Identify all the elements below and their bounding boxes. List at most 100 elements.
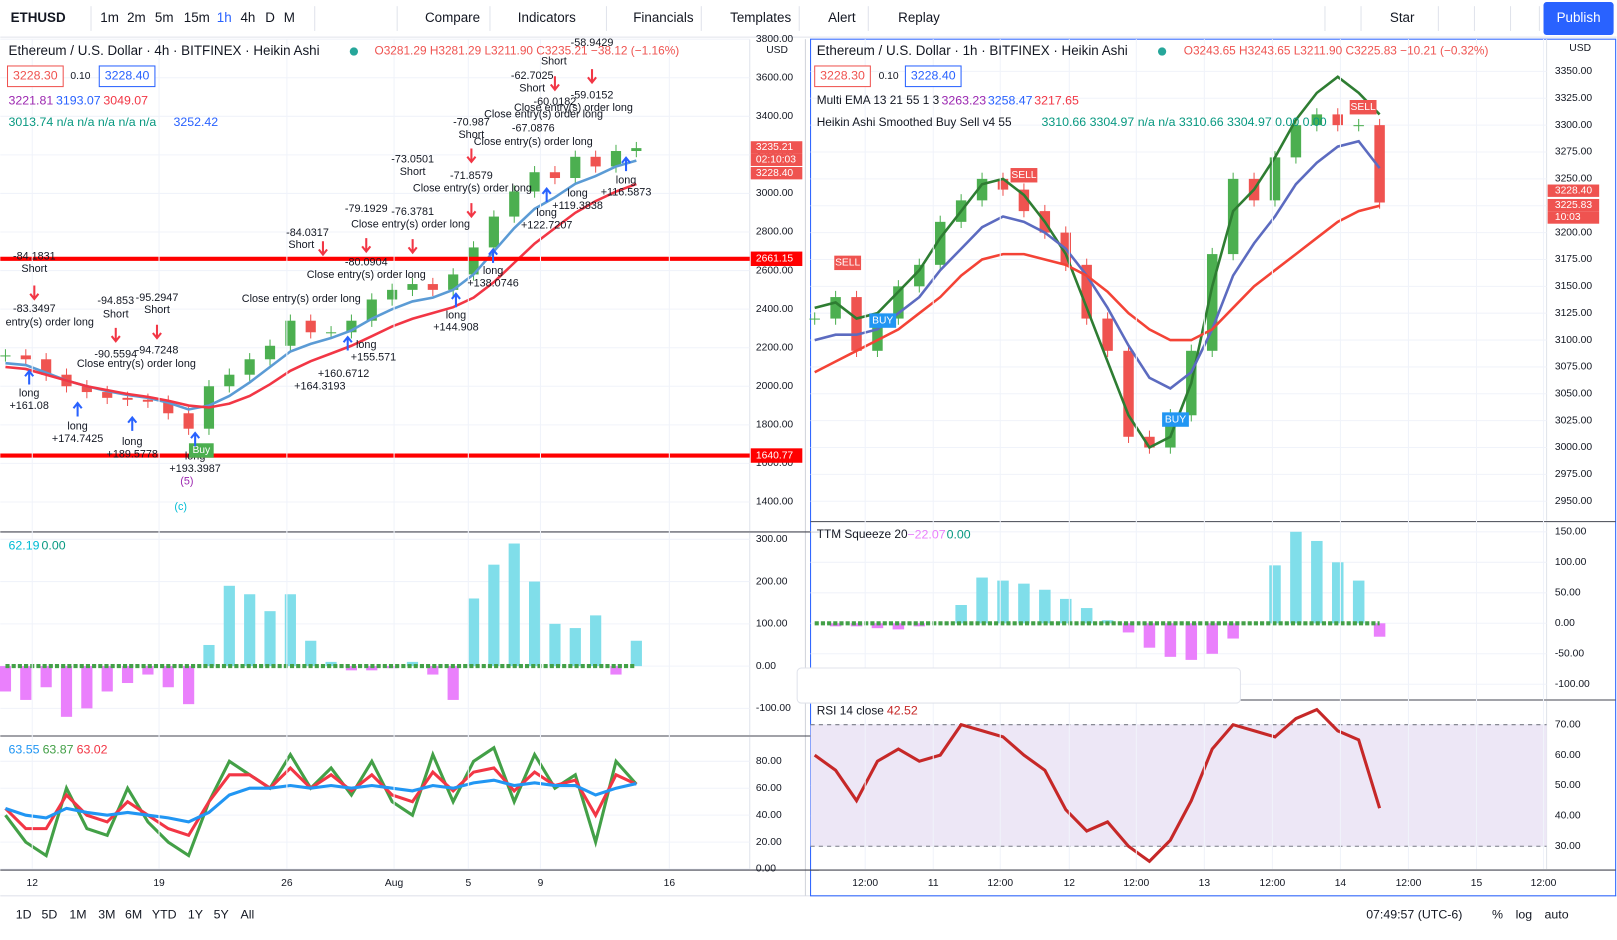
trade-annotation: -95.2947 [136, 292, 179, 304]
range-button[interactable]: All [240, 908, 254, 922]
trade-annotation: -84.0317 [286, 227, 329, 239]
toolbar-button[interactable]: Indicators [518, 10, 576, 25]
histogram-bar [1039, 589, 1051, 624]
signal-box [188, 443, 214, 458]
y-tick-label: 3325.00 [1555, 93, 1592, 104]
toolbar-button[interactable]: Alert [828, 10, 856, 25]
histogram-bar [203, 644, 215, 667]
candle [285, 320, 296, 346]
toolbar-button[interactable]: Replay [898, 10, 940, 25]
histogram-bar [610, 666, 622, 675]
interval[interactable]: 1m [100, 10, 119, 25]
histogram-bar [1018, 583, 1030, 624]
x-tick-label: 12 [1064, 878, 1076, 889]
interval[interactable]: 5m [155, 10, 174, 25]
candle [264, 345, 276, 360]
candle [1144, 436, 1155, 448]
toolbar-button[interactable]: Compare [425, 10, 480, 25]
short-arrow [407, 239, 418, 255]
histogram-bar [528, 581, 541, 667]
ask-box [98, 65, 156, 88]
publish-button[interactable] [1543, 2, 1614, 36]
trade-annotation: Close entry(s) order long [413, 183, 532, 195]
interval[interactable]: 2m [127, 10, 146, 25]
trade-annotation: Short [288, 239, 314, 251]
histogram-bar [630, 640, 642, 667]
trade-annotation: -59.0152 [571, 90, 614, 102]
ohlc: O3243.65 H3243.65 L3211.90 C3225.83 −10.… [1184, 44, 1489, 58]
price-badge [750, 167, 803, 180]
indicator-line [4, 765, 637, 838]
histogram-bar [60, 666, 73, 717]
range-button[interactable]: 3M [98, 908, 115, 922]
indicator-line [4, 778, 637, 824]
range-button[interactable]: YTD [152, 908, 177, 922]
toolbar-button[interactable]: Financials [633, 10, 694, 25]
drawing-toolbar[interactable] [796, 667, 1241, 704]
trade-annotation: -79.1929 [345, 203, 388, 215]
histogram-bar [366, 666, 378, 671]
candle [1102, 318, 1113, 351]
y-tick-label: 3275.00 [1555, 147, 1592, 158]
x-tick-label: 12 [27, 878, 39, 889]
ohlc: O3281.29 H3281.29 L3211.90 C3235.21 −38.… [375, 44, 680, 58]
publish-label[interactable]: Publish [1557, 10, 1601, 25]
trade-annotation: -58.9429 [571, 37, 614, 49]
x-tick-label: 15 [1471, 878, 1483, 889]
histogram-bar [871, 623, 884, 629]
histogram-bar [121, 666, 134, 684]
trade-annotation: -71.8579 [450, 170, 493, 182]
candle [0, 355, 11, 357]
range-button[interactable]: 1Y [188, 908, 203, 922]
y-tick-label: 3800.00 [756, 34, 793, 45]
signal-label: Buy [192, 445, 211, 456]
interval[interactable]: 1h [217, 10, 232, 25]
trade-annotation: Short [519, 83, 545, 95]
trade-annotation: long [536, 207, 556, 219]
y-tick-label: 1800.00 [756, 420, 793, 431]
candle [20, 355, 31, 360]
trade-annotation: -67.0876 [512, 123, 555, 135]
price-badge [1547, 198, 1600, 212]
histogram-bar [223, 585, 235, 667]
signal-label: SELL [835, 258, 860, 269]
long-arrow [451, 292, 461, 308]
y-tick-label: 70.00 [1555, 719, 1581, 730]
price-badge-label: 3225.83 [1555, 200, 1592, 211]
candle [1206, 254, 1218, 351]
trade-annotation: long [616, 174, 636, 186]
y-tick-label: 150.00 [1555, 527, 1587, 538]
auto-toggle[interactable]: auto [1545, 908, 1569, 922]
legend-value: 3221.81 [9, 93, 54, 107]
trade-annotation: +189.5778 [107, 448, 158, 460]
x-tick-label: 12:00 [852, 878, 878, 889]
star-button[interactable]: Star [1390, 10, 1415, 25]
percent-toggle[interactable]: % [1492, 908, 1503, 922]
y-tick-label: 3000.00 [756, 188, 793, 199]
candle [914, 264, 925, 287]
candle [610, 151, 622, 167]
histogram-bar [1206, 623, 1218, 654]
toolbar-button[interactable]: Templates [730, 10, 791, 25]
range-button[interactable]: 5D [42, 908, 58, 922]
range-button[interactable]: 5Y [214, 908, 229, 922]
y-tick-label: -50.00 [1555, 649, 1584, 660]
long-arrow [24, 369, 35, 385]
ask: 3228.40 [105, 69, 150, 83]
log-toggle[interactable]: log [1516, 908, 1533, 922]
interval[interactable]: M [284, 10, 295, 25]
y-tick-label: 0.00 [1555, 618, 1575, 629]
range-button[interactable]: 1M [69, 908, 86, 922]
price-badge [750, 251, 803, 266]
y-tick-label: 2200.00 [756, 342, 793, 353]
y-tick-label: 60.00 [756, 783, 782, 794]
interval[interactable]: 4h [240, 10, 255, 25]
histogram-bar [1122, 623, 1135, 633]
y-tick-label: 3400.00 [756, 111, 793, 122]
trade-annotation: -90.5594 [94, 348, 137, 360]
range-button[interactable]: 1D [16, 908, 32, 922]
interval[interactable]: D [265, 10, 275, 25]
candle [81, 386, 92, 393]
range-button[interactable]: 6M [125, 908, 142, 922]
interval[interactable]: 15m [184, 10, 210, 25]
